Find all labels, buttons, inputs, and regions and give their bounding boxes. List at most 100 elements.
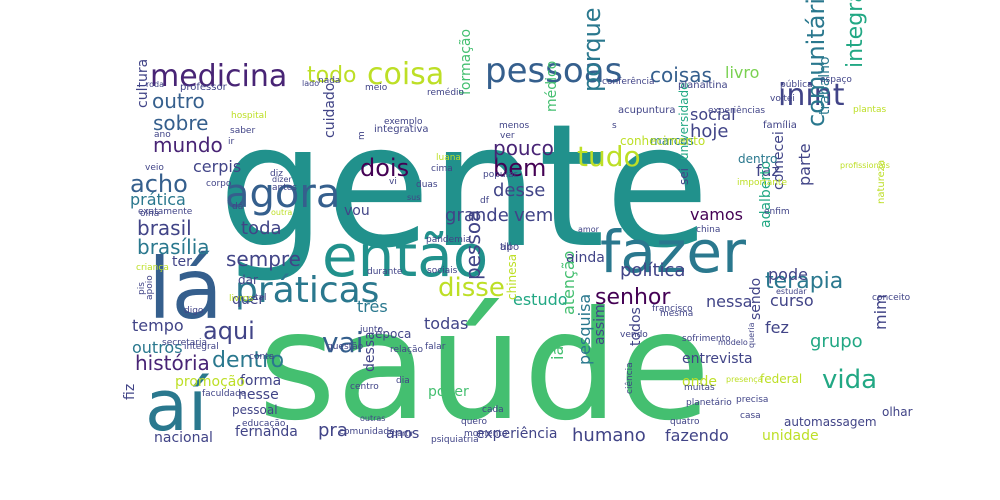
word-131: conta	[249, 352, 274, 362]
word-85: pra	[318, 420, 348, 441]
word-67: sendo	[748, 278, 764, 320]
word-62: estudo	[513, 290, 568, 309]
word-76: três	[357, 297, 388, 316]
word-196: tipo	[500, 242, 519, 253]
word-94: todos	[628, 307, 644, 346]
word-175: profissionais	[840, 161, 890, 170]
word-122: antes	[272, 183, 297, 193]
word-184: estudar	[776, 287, 807, 296]
word-144: falar	[425, 342, 446, 352]
word-16: comunitária	[802, 0, 830, 127]
word-177: pública	[780, 80, 813, 90]
word-19: vai	[322, 326, 364, 359]
word-166: partir	[392, 429, 415, 438]
word-102: marcos	[650, 134, 694, 148]
word-185: amor	[578, 225, 600, 234]
word-165: comunidade	[339, 427, 395, 437]
word-69: mim	[871, 294, 890, 330]
word-140: integral	[184, 342, 219, 352]
word-34: todo	[307, 63, 357, 88]
word-135: mesma	[660, 309, 693, 319]
word-22: terapia	[765, 269, 843, 294]
word-23: vida	[822, 365, 877, 395]
word-74: tempo	[132, 316, 184, 335]
word-26: acho	[130, 170, 188, 198]
word-91: automassagem	[784, 415, 877, 429]
word-145: dia	[396, 376, 410, 386]
word-194: experiências	[708, 105, 765, 116]
word-46: médico	[544, 61, 560, 112]
word-49: faz	[756, 161, 780, 180]
word-44: cuidado	[322, 83, 338, 138]
word-70: história	[135, 351, 210, 375]
word-45: formação	[458, 29, 474, 95]
word-93: onde	[682, 374, 717, 390]
word-87: experiência	[476, 426, 557, 442]
word-158: olhar	[882, 405, 913, 419]
word-63: nessa	[706, 292, 752, 311]
word-4: aí	[145, 365, 210, 447]
word-130: enfim	[764, 207, 790, 217]
word-110: hospital	[231, 111, 267, 121]
word-139: junto	[359, 325, 383, 335]
word-107: família	[763, 119, 797, 131]
word-43: cultura	[135, 59, 151, 108]
word-21: política	[620, 260, 685, 281]
word-2: então	[322, 222, 488, 290]
word-168: psiquiatria	[431, 435, 479, 445]
word-123: dizer	[272, 175, 292, 184]
word-161: m	[357, 131, 367, 140]
word-13: inint	[778, 78, 845, 113]
word-133: durante	[367, 267, 403, 277]
word-42: cerpis	[193, 157, 241, 176]
word-90: unidade	[762, 428, 819, 444]
word-55: vem	[514, 205, 553, 226]
word-51: vamos	[690, 205, 743, 224]
word-115: menos	[499, 121, 530, 131]
words-layer: gentesaúdeentãoláaífazerpráticasagorapes…	[122, 0, 913, 454]
word-17: tudo	[577, 140, 641, 173]
word-106: professor	[180, 82, 228, 93]
word-30: dois	[360, 154, 409, 182]
word-141: secretaria	[162, 338, 207, 348]
word-189: olha	[140, 209, 159, 219]
word-167: momento	[464, 429, 508, 439]
word-38: brasília	[137, 235, 210, 259]
word-100: ainda	[566, 250, 605, 266]
word-132: tal	[255, 293, 267, 303]
word-88: humano	[572, 425, 646, 446]
word-154: cada	[482, 405, 504, 415]
word-15: livro	[725, 63, 759, 82]
word-68: grupo	[810, 331, 863, 352]
word-89: fazendo	[665, 426, 729, 445]
word-82: fiz	[122, 384, 138, 400]
word-24: aqui	[203, 317, 255, 345]
word-124: veio	[145, 163, 164, 173]
word-136: francisco	[652, 304, 693, 314]
word-138: queria	[747, 322, 756, 348]
word-53: comecei	[771, 131, 787, 190]
word-5: fazer	[600, 218, 746, 286]
word-157: faculdade	[202, 389, 247, 399]
word-20: senhor	[595, 285, 671, 310]
word-188: cima	[431, 164, 453, 174]
word-191: livros	[229, 294, 253, 304]
word-121: corpo	[206, 179, 232, 189]
word-11: porque	[578, 7, 606, 92]
word-182: vendo	[620, 330, 648, 340]
word-54: adalberto	[758, 161, 774, 228]
word-186: diz	[270, 169, 283, 179]
word-71: ter	[172, 254, 192, 270]
word-59: pesquisa	[575, 294, 594, 365]
word-193: voltei	[770, 94, 795, 104]
word-58: pessoa	[461, 210, 485, 280]
word-50: parte	[795, 143, 814, 186]
word-190: digo	[184, 306, 204, 316]
word-40: toda	[241, 218, 282, 239]
word-47: universidade	[677, 82, 691, 160]
word-73: quer	[232, 292, 264, 308]
word-112: ir	[228, 137, 235, 147]
word-173: plantas	[853, 105, 886, 115]
